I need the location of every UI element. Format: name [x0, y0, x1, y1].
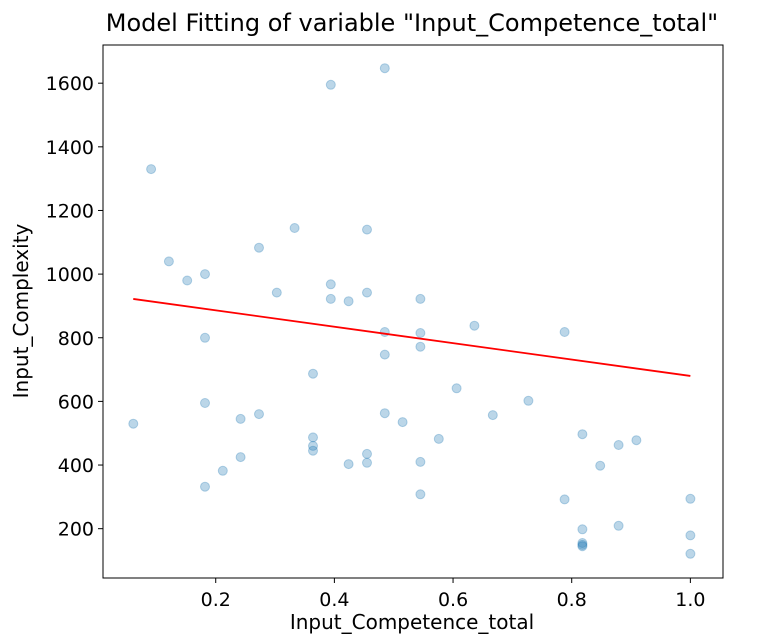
y-tick-label: 600 — [58, 391, 94, 413]
data-point — [217, 465, 228, 476]
data-point — [685, 493, 696, 504]
y-tick-label: 1600 — [46, 73, 94, 95]
plot-frame — [102, 44, 724, 579]
data-point — [235, 413, 246, 424]
data-point — [379, 327, 390, 337]
data-point — [362, 457, 372, 468]
data-point — [577, 541, 588, 552]
data-point — [235, 452, 246, 463]
data-point — [415, 341, 426, 352]
data-point — [200, 481, 210, 492]
data-point — [343, 459, 354, 470]
y-tick-label: 200 — [58, 519, 94, 541]
data-point — [362, 224, 372, 235]
data-point — [325, 79, 336, 90]
data-point — [397, 417, 408, 428]
data-point — [289, 223, 300, 233]
data-point — [631, 435, 642, 446]
data-point — [433, 433, 444, 444]
data-point — [379, 408, 390, 419]
data-point — [343, 296, 354, 307]
data-point — [577, 539, 588, 550]
data-point — [254, 242, 264, 253]
data-point — [362, 287, 372, 298]
x-tick-label: 0.8 — [557, 589, 587, 611]
data-point — [595, 460, 606, 471]
x-axis-label: Input_Competence_total — [290, 610, 534, 634]
data-point — [415, 328, 426, 338]
data-point — [128, 418, 139, 429]
data-point — [559, 327, 570, 337]
chart-title: Model Fitting of variable "Input_Compete… — [106, 9, 718, 37]
data-point — [182, 275, 193, 286]
y-tick-label: 400 — [58, 455, 94, 477]
data-point — [379, 349, 390, 360]
data-point — [415, 456, 426, 467]
y-axis: 200 400 600 800 1000 1200 1400 1600 — [46, 73, 103, 541]
data-point — [451, 383, 462, 394]
data-point — [200, 398, 210, 408]
y-tick-label: 1400 — [46, 137, 94, 159]
data-point — [308, 368, 318, 379]
x-tick-label: 0.2 — [201, 589, 231, 611]
x-axis: 0.2 0.4 0.6 0.8 1.0 — [201, 578, 705, 611]
data-point — [200, 269, 210, 280]
data-point — [146, 164, 157, 175]
data-point — [325, 279, 336, 290]
data-point — [308, 440, 318, 451]
data-point — [325, 293, 336, 304]
data-point — [577, 524, 588, 535]
y-tick-label: 800 — [58, 328, 94, 350]
data-point — [577, 429, 588, 440]
data-point — [415, 489, 426, 500]
data-point — [487, 410, 498, 421]
y-axis-label: Input_Complexity — [9, 223, 33, 398]
data-point — [613, 440, 624, 450]
data-point — [308, 445, 318, 456]
fit-line-group — [133, 298, 691, 377]
y-tick-label: 1200 — [46, 200, 94, 222]
data-point — [685, 530, 696, 541]
data-point — [200, 332, 210, 343]
data-point — [362, 448, 372, 459]
data-point — [415, 293, 426, 304]
data-point — [254, 409, 264, 420]
x-tick-label: 1.0 — [675, 589, 705, 611]
data-point — [685, 548, 696, 559]
data-point — [523, 395, 534, 406]
data-point — [577, 538, 588, 548]
data-point — [308, 432, 318, 443]
data-point — [379, 63, 390, 74]
fit-line — [133, 298, 691, 377]
data-point — [163, 256, 174, 267]
x-tick-label: 0.4 — [319, 589, 349, 611]
scatter-points — [128, 63, 696, 559]
data-point — [559, 494, 570, 505]
data-point — [469, 320, 480, 331]
data-point — [271, 287, 282, 298]
x-tick-label: 0.6 — [438, 589, 468, 611]
data-point — [613, 520, 624, 531]
y-tick-label: 1000 — [46, 264, 94, 286]
